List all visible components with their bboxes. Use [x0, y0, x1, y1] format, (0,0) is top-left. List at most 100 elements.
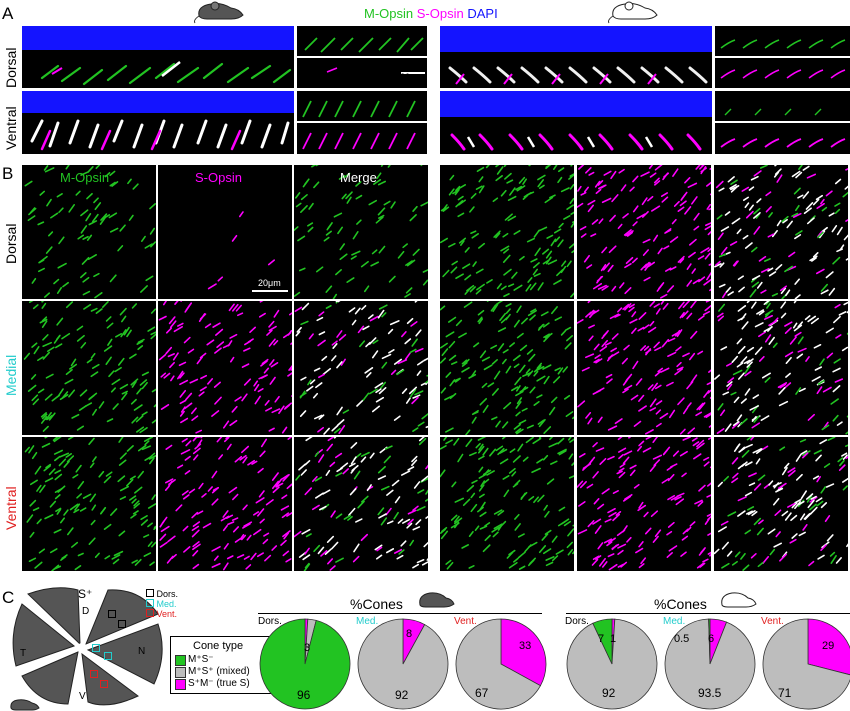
cone-mark [361, 495, 369, 503]
cone-mark [440, 469, 446, 478]
cone-mark [273, 339, 279, 346]
cone-mark [834, 303, 841, 309]
cone-mark [610, 351, 620, 358]
cone-mark [616, 470, 623, 475]
cone-mark [144, 456, 152, 462]
cone-mark [77, 234, 85, 240]
cone-mark [544, 196, 554, 204]
cone-mark [338, 175, 346, 180]
cone-mark [820, 502, 828, 509]
cone-mark [317, 546, 325, 555]
cone-mark [448, 340, 456, 349]
cone-mark [495, 301, 504, 306]
cone-mark [299, 410, 307, 417]
cone-mark [592, 518, 602, 525]
cone-mark [834, 202, 841, 207]
cone-mark [787, 502, 796, 508]
cone-mark [377, 207, 386, 216]
cone-mark [147, 541, 153, 547]
cone-mark [389, 320, 400, 326]
cone-mark [693, 225, 700, 231]
cone-mark [557, 448, 567, 455]
cone-mark [752, 448, 763, 454]
cone-mark [824, 514, 831, 523]
cone-mark [513, 363, 520, 368]
cone-mark [463, 301, 473, 308]
cone-mark [751, 511, 758, 517]
cone-mark [245, 564, 252, 570]
cone-mark [257, 467, 264, 474]
cone-mark [679, 258, 685, 264]
cone-mark [348, 462, 356, 468]
dorsal-box-marker [118, 620, 126, 628]
cone-mark [201, 492, 207, 498]
cone-mark [828, 287, 836, 296]
cone-mark [23, 352, 31, 360]
pie-slice-gray [762, 618, 850, 710]
dark-mouse-icon-c [10, 699, 40, 711]
cone-mark [497, 343, 505, 352]
cone-mark [441, 348, 449, 357]
cone-mark [355, 194, 363, 200]
cone-mark [482, 447, 489, 456]
cone-mark [113, 550, 124, 557]
cone-mark [31, 342, 38, 348]
cone-mark [99, 216, 107, 225]
cone-mark [532, 268, 539, 276]
cone-mark [462, 498, 471, 507]
cone-mark [334, 452, 343, 459]
cone-mark [172, 352, 179, 361]
cone-mark [825, 271, 834, 279]
cone-mark [192, 563, 200, 570]
cone-mark [137, 345, 144, 351]
cone-mark [568, 453, 574, 460]
cone-mark [214, 396, 222, 405]
pie-label: Dors. [258, 616, 282, 627]
cone-mark [257, 508, 265, 517]
cone-mark [42, 341, 53, 348]
cone-mark [38, 548, 46, 554]
cone-mark [151, 541, 156, 548]
cone-mark [836, 421, 843, 426]
cone-mark [229, 356, 235, 363]
cone-mark [714, 374, 721, 380]
cone-mark [709, 288, 711, 292]
cone-mark [632, 205, 639, 213]
cone-mark [41, 413, 48, 420]
cone-mark [73, 508, 80, 514]
cone-mark [795, 387, 802, 395]
cone-mark [442, 269, 450, 278]
cone-mark [744, 242, 753, 249]
cone-mark [618, 467, 625, 472]
cone-mark [563, 394, 571, 400]
pie-chart [259, 618, 351, 710]
cone-mark [231, 234, 238, 242]
cone-mark [86, 358, 93, 364]
cone-mark [679, 200, 687, 207]
cone-mark [651, 205, 661, 212]
cone-mark [601, 331, 608, 340]
cone-mark [303, 563, 311, 571]
cone-mark [478, 484, 485, 492]
cone-mark [570, 292, 574, 298]
pie-chart [664, 618, 756, 710]
cone-mark [24, 180, 33, 187]
cone-mark [470, 192, 477, 199]
cone-mark [601, 488, 610, 495]
cone-mark [440, 445, 447, 450]
cone-mark [407, 518, 414, 525]
cone-mark [374, 382, 384, 389]
cone-mark [758, 310, 765, 316]
cone-mark [290, 342, 292, 345]
pie-value-label: 3 [304, 642, 311, 654]
cone-mark [412, 248, 420, 256]
cone-mark [212, 322, 221, 328]
cone-mark [32, 304, 39, 310]
cone-mark [398, 549, 405, 555]
cone-mark [336, 361, 343, 369]
cone-mark [33, 346, 40, 355]
cone-mark [655, 422, 662, 428]
cone-mark [537, 174, 546, 181]
cone-mark [179, 372, 185, 379]
cone-mark [800, 490, 808, 500]
